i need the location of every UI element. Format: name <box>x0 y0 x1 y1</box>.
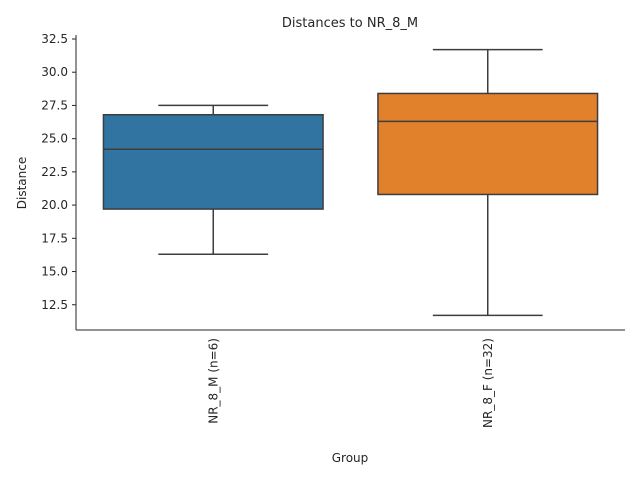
y-tick-label: 15.0 <box>41 265 68 279</box>
y-axis-ticks: 12.5 15.0 17.5 20.0 22.5 25.0 27.5 30.0 32.5 <box>41 32 76 312</box>
x-axis-ticks: NR_8_M (n=6) NR_8_F (n=32) <box>206 338 495 428</box>
y-tick-label: 20.0 <box>41 198 68 212</box>
box-group <box>377 48 599 317</box>
y-axis-label: Distance <box>15 157 29 209</box>
y-tick-label: 17.5 <box>41 231 68 245</box>
box-iqr <box>377 92 599 196</box>
y-tick-label: 30.0 <box>41 65 68 79</box>
x-tick-label: NR_8_F (n=32) <box>481 338 495 428</box>
box-group <box>102 104 324 256</box>
y-tick-label: 27.5 <box>41 98 68 112</box>
y-tick-label: 12.5 <box>41 298 68 312</box>
y-tick-label: 32.5 <box>41 32 68 46</box>
box-iqr <box>102 113 324 210</box>
y-tick-label: 25.0 <box>41 132 68 146</box>
chart-title: Distances to NR_8_M <box>282 16 418 31</box>
y-tick-label: 22.5 <box>41 165 68 179</box>
x-axis-label: Group <box>332 451 369 465</box>
plot-area <box>102 48 599 317</box>
x-tick-label: NR_8_M (n=6) <box>206 338 220 424</box>
